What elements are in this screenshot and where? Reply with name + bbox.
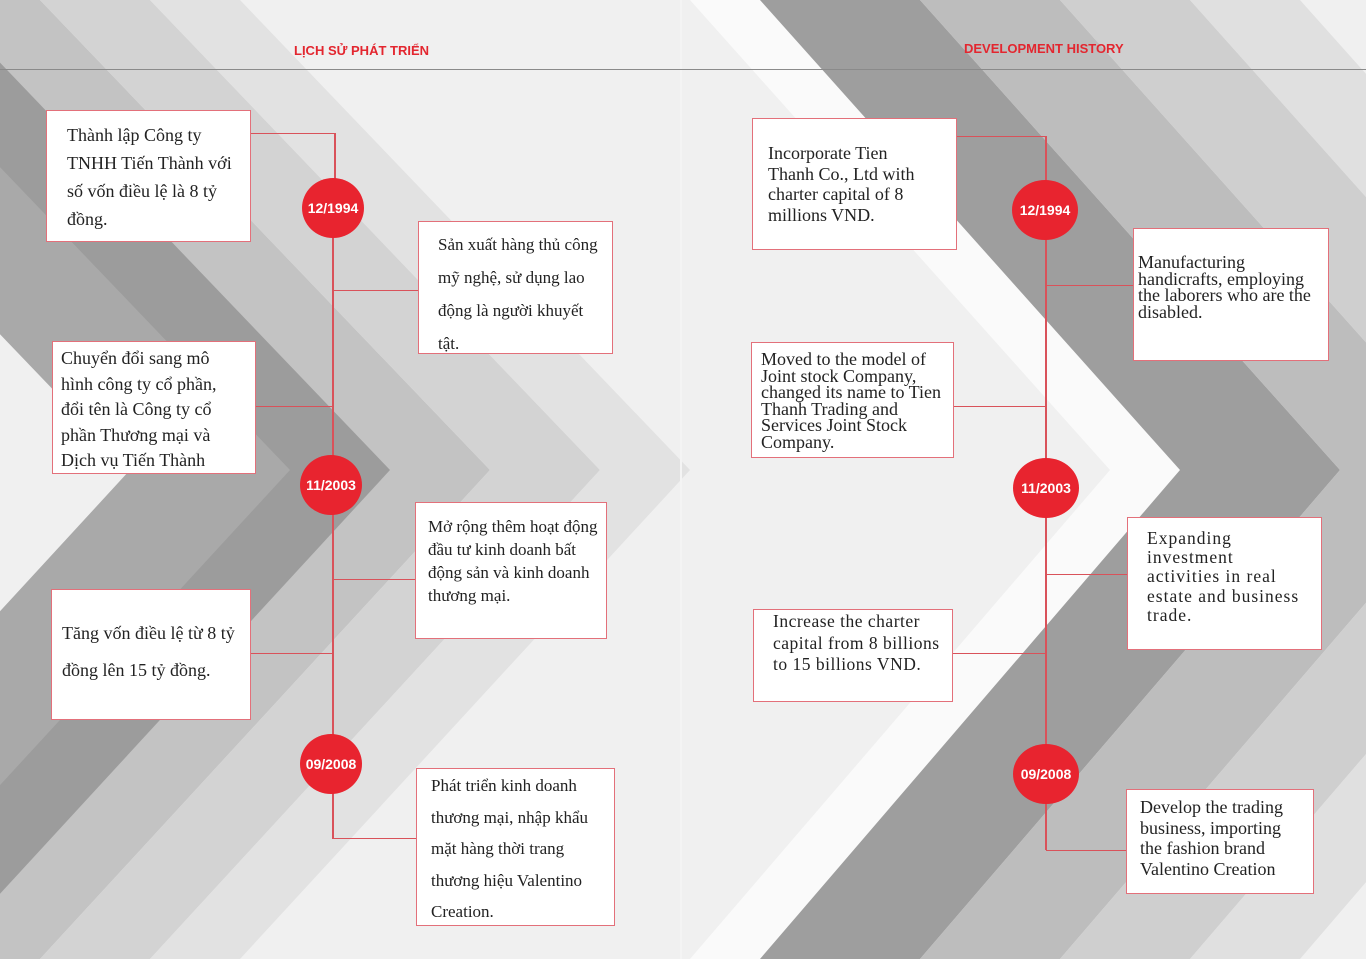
date-marker: 11/2003 bbox=[300, 455, 362, 515]
connector bbox=[1046, 574, 1127, 575]
event-box: Sản xuất hàng thủ công mỹ nghệ, sử dụng … bbox=[418, 221, 613, 354]
date-marker: 12/1994 bbox=[1012, 180, 1078, 240]
event-box: Tăng vốn điều lệ từ 8 tỷ đồng lên 15 tỷ … bbox=[51, 589, 251, 720]
connector bbox=[332, 579, 415, 580]
event-box: Develop the trading business, importing … bbox=[1126, 789, 1314, 894]
event-box: Phát triển kinh doanh thương mại, nhập k… bbox=[416, 768, 615, 926]
right-page-title: DEVELOPMENT HISTORY bbox=[964, 41, 1124, 56]
timeline-axis bbox=[332, 208, 334, 838]
event-box: Mở rộng thêm hoạt động đầu tư kinh doanh… bbox=[415, 502, 607, 639]
connector bbox=[334, 290, 418, 291]
connector bbox=[956, 136, 1046, 137]
connector bbox=[1046, 285, 1134, 286]
date-marker: 09/2008 bbox=[1013, 744, 1079, 804]
connector bbox=[250, 133, 336, 134]
event-box: Increase the charter capital from 8 bill… bbox=[753, 609, 953, 702]
event-box: Thành lập Công ty TNHH Tiến Thành với số… bbox=[46, 110, 251, 242]
connector bbox=[250, 653, 332, 654]
event-box: Moved to the model of Joint stock Compan… bbox=[751, 342, 954, 458]
date-marker: 12/1994 bbox=[302, 178, 364, 238]
connector bbox=[954, 406, 1046, 407]
header-divider bbox=[0, 69, 1366, 70]
date-marker: 09/2008 bbox=[300, 734, 362, 794]
event-box: Chuyển đổi sang mô hình công ty cổ phần,… bbox=[52, 341, 256, 474]
date-marker: 11/2003 bbox=[1013, 458, 1079, 518]
left-page-title: LỊCH SỬ PHÁT TRIỂN bbox=[294, 43, 430, 58]
event-box: Incorporate Tien Thanh Co., Ltd with cha… bbox=[752, 118, 957, 250]
connector bbox=[953, 653, 1046, 654]
timeline-axis bbox=[334, 133, 336, 208]
event-box: Manufacturing handicrafts, employing the… bbox=[1133, 228, 1329, 361]
connector bbox=[255, 406, 333, 407]
event-box: Expanding investment activities in real … bbox=[1127, 517, 1322, 650]
connector bbox=[1046, 850, 1126, 851]
connector bbox=[332, 838, 416, 839]
